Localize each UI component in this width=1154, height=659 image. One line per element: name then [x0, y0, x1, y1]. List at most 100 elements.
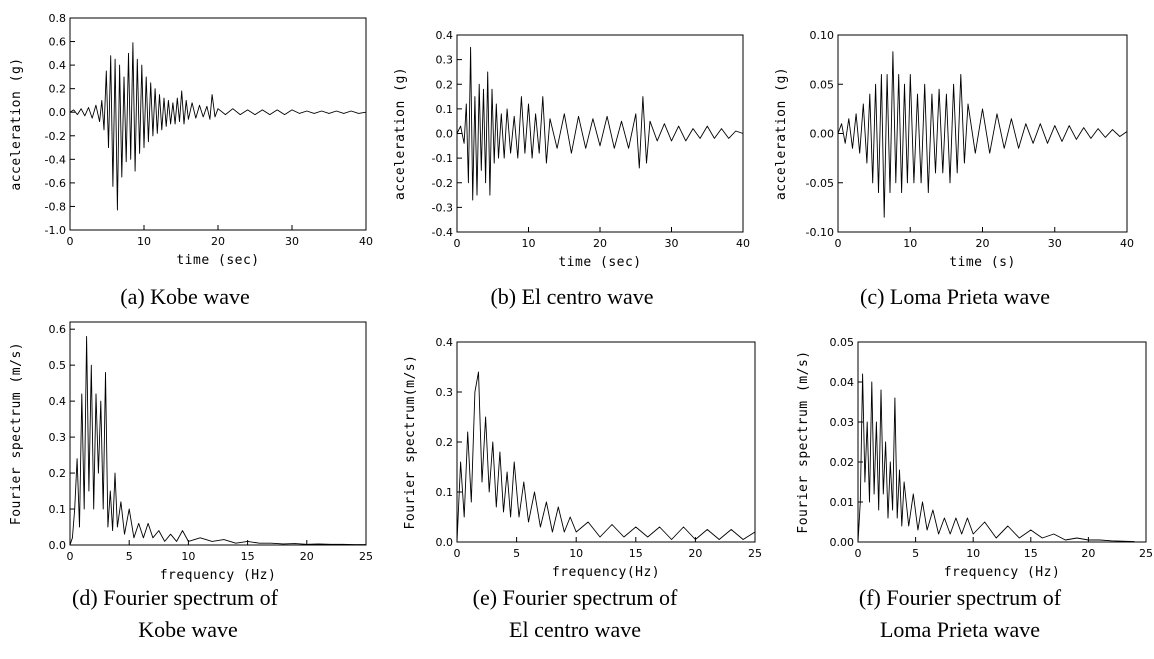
x-tick-label-b: 10: [522, 237, 536, 250]
x-tick-label-b: 20: [593, 237, 607, 250]
x-tick-label-a: 30: [285, 235, 299, 248]
chart-panel-b: 0 10 20 30 40 -0.4 -0.3 -0.2 -0.1 0.0 0.1 0.2 0.3 0.4…: [393, 29, 750, 309]
x-tick-label-f: 20: [1081, 547, 1095, 560]
x-tick-label-b: 0: [454, 237, 461, 250]
y-axis-label-c: acceleration (g): [774, 67, 789, 200]
y-tick-label-a: -0.8: [45, 200, 66, 213]
caption-f: (f) Fourier spectrum of: [859, 585, 1062, 610]
plot-frame-e: [457, 342, 755, 542]
y-tick-label-b: 0.0: [436, 128, 454, 141]
caption-c: (c) Loma Prieta wave: [860, 284, 1050, 309]
y-tick-label-a: 0.6: [49, 36, 67, 49]
caption-e: El centro wave: [509, 617, 641, 642]
y-tick-label-c: 0.05: [810, 78, 835, 91]
y-tick-label-e: 0.4: [436, 336, 454, 349]
x-axis-label-f: frequency (Hz): [944, 565, 1061, 580]
caption-e: (e) Fourier spectrum of: [473, 585, 678, 610]
y-tick-label-f: 0.02: [830, 456, 855, 469]
y-tick-label-a: -1.0: [45, 224, 66, 237]
y-tick-label-b: 0.2: [436, 78, 454, 91]
y-axis-label-a: acceleration (g): [9, 57, 24, 190]
y-tick-label-d: 0.0: [49, 539, 67, 552]
y-axis-label-e: Fourier spectrum(m/s): [403, 355, 418, 530]
x-tick-label-d: 20: [300, 550, 314, 563]
x-tick-label-a: 40: [359, 235, 373, 248]
x-tick-label-e: 5: [513, 547, 520, 560]
x-tick-label-e: 10: [569, 547, 583, 560]
y-tick-label-d: 0.3: [49, 431, 67, 444]
series-line-b: [457, 47, 743, 200]
x-axis-label-a: time (sec): [176, 253, 259, 268]
x-tick-label-f: 5: [912, 547, 919, 560]
x-tick-label-e: 20: [688, 547, 702, 560]
x-tick-label-f: 10: [966, 547, 980, 560]
y-tick-label-e: 0.2: [436, 436, 454, 449]
chart-panel-e: 0 5 10 15 20 25 0.0 0.1 0.2 0.3 0.4 frequency(Hz) Fo…: [403, 336, 762, 642]
y-tick-label-f: 0.05: [830, 336, 855, 349]
x-tick-label-e: 25: [748, 547, 762, 560]
x-tick-label-c: 0: [835, 237, 842, 250]
y-tick-label-f: 0.00: [830, 536, 855, 549]
x-tick-label-c: 40: [1120, 237, 1134, 250]
caption-f: Loma Prieta wave: [880, 617, 1040, 642]
y-tick-label-a: 0.4: [49, 59, 67, 72]
chart-panel-a: 0 10 20 30 40 -1.0 -0.8 -0.6 -0.4 -0.2 0.0 0.2 0.4 0.…: [9, 12, 373, 309]
chart-panel-f: 0 5 10 15 20 25 0.00 0.01 0.02 0.03 0.04 0.05 freque…: [796, 336, 1153, 642]
x-axis-label-e: frequency(Hz): [552, 565, 660, 580]
y-tick-label-c: -0.05: [806, 177, 834, 190]
x-tick-label-e: 0: [454, 547, 461, 560]
x-tick-label-f: 0: [855, 547, 862, 560]
x-tick-label-f: 15: [1024, 547, 1038, 560]
chart-panel-c: 0 10 20 30 40 -0.10 -0.05 0.00 0.05 0.10 time (s) a…: [774, 29, 1134, 309]
x-tick-label-b: 40: [736, 237, 750, 250]
x-tick-label-c: 20: [976, 237, 990, 250]
x-axis-label-c: time (s): [949, 255, 1016, 270]
y-tick-label-f: 0.04: [830, 376, 855, 389]
x-tick-label-d: 15: [241, 550, 255, 563]
y-tick-label-d: 0.2: [49, 467, 67, 480]
y-tick-label-b: 0.3: [436, 54, 454, 67]
caption-d: Kobe wave: [138, 617, 238, 642]
y-tick-label-d: 0.1: [49, 503, 67, 516]
series-line-f: [858, 374, 1135, 542]
x-tick-label-a: 10: [137, 235, 151, 248]
series-line-d: [70, 336, 366, 545]
y-tick-label-a: 0.0: [49, 106, 67, 119]
chart-panel-d: 0 5 10 15 20 25 0.0 0.1 0.2 0.3 0.4 0.5 0.6 frequency…: [9, 322, 373, 642]
x-tick-label-f: 25: [1139, 547, 1153, 560]
y-tick-label-e: 0.3: [436, 386, 454, 399]
y-tick-label-b: -0.1: [432, 152, 453, 165]
series-line-a: [70, 43, 366, 210]
plot-frame-d: [70, 322, 366, 545]
y-tick-label-b: 0.4: [436, 29, 454, 42]
series-line-c: [838, 52, 1127, 218]
x-tick-label-e: 15: [629, 547, 643, 560]
y-axis-label-f: Fourier spectrum (m/s): [796, 350, 811, 533]
x-tick-label-d: 25: [359, 550, 373, 563]
y-tick-label-d: 0.5: [49, 359, 67, 372]
x-axis-label-d: frequency (Hz): [160, 568, 277, 583]
y-tick-label-f: 0.03: [830, 416, 855, 429]
y-tick-label-b: -0.2: [432, 177, 453, 190]
x-tick-label-d: 0: [67, 550, 74, 563]
y-axis-label-b: acceleration (g): [393, 67, 408, 200]
y-tick-label-c: -0.10: [806, 226, 834, 239]
y-tick-label-b: 0.1: [436, 103, 454, 116]
caption-b: (b) El centro wave: [490, 284, 653, 309]
x-tick-label-a: 0: [67, 235, 74, 248]
x-tick-label-c: 10: [903, 237, 917, 250]
caption-d: (d) Fourier spectrum of: [72, 585, 279, 610]
x-axis-label-b: time (sec): [558, 255, 641, 270]
y-tick-label-e: 0.1: [436, 486, 454, 499]
y-tick-label-f: 0.01: [830, 496, 855, 509]
y-tick-label-a: 0.2: [49, 83, 67, 96]
x-tick-label-b: 30: [665, 237, 679, 250]
x-tick-label-c: 30: [1048, 237, 1062, 250]
y-tick-label-a: 0.8: [49, 12, 67, 25]
x-tick-label-d: 5: [126, 550, 133, 563]
y-tick-label-c: 0.10: [810, 29, 835, 42]
y-tick-label-d: 0.4: [49, 395, 67, 408]
series-line-e: [457, 372, 755, 542]
plot-frame-c: [838, 35, 1127, 232]
